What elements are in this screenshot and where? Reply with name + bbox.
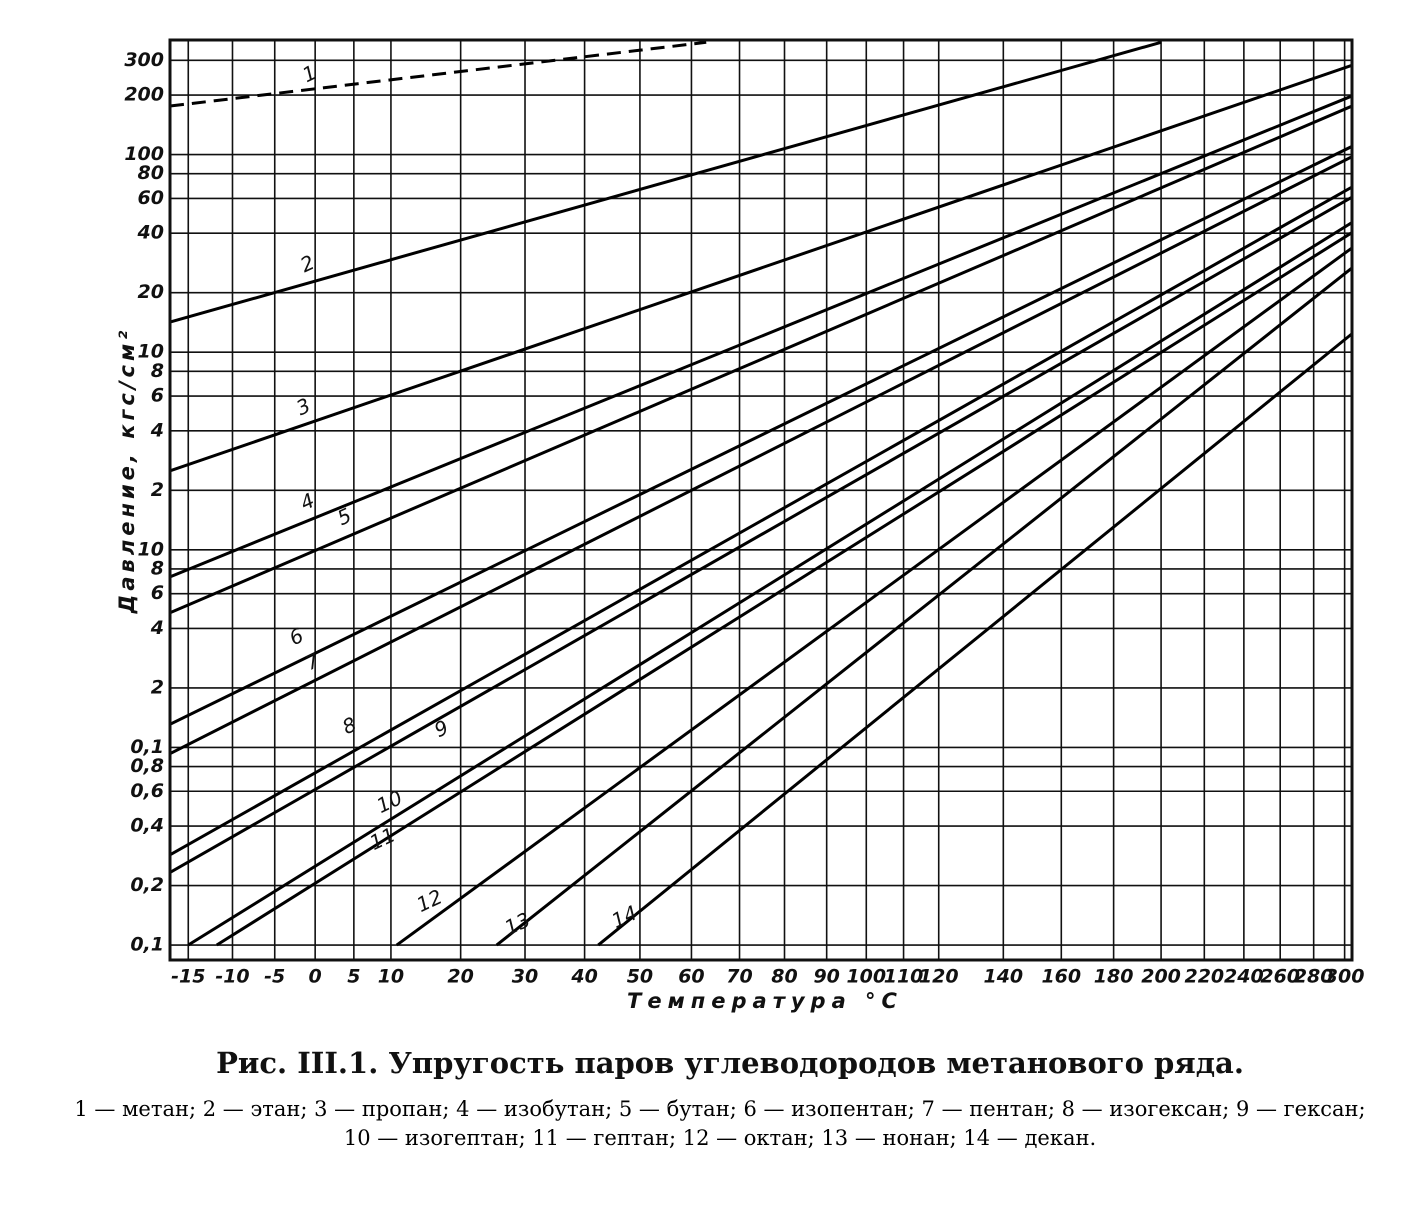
series-line: [170, 104, 1352, 615]
x-tick-label: 40: [570, 966, 597, 988]
y-tick-label: 80: [138, 162, 164, 184]
y-tick-label: 2: [151, 479, 164, 501]
series-label: 14: [608, 900, 641, 933]
y-tick-label: 0,6: [130, 780, 164, 802]
plot-frame: [168, 38, 1354, 962]
x-tick-label: 280: [1294, 966, 1334, 988]
x-tick-label: 120: [919, 966, 959, 988]
series-line: [170, 94, 1352, 579]
x-tick-label: 200: [1141, 966, 1181, 988]
series-label: 8: [339, 712, 361, 739]
x-tick-label: 110: [884, 966, 924, 988]
y-tick-label: 0,8: [130, 755, 164, 777]
x-tick-label: 50: [627, 966, 653, 988]
y-tick-label: 10: [138, 341, 164, 363]
series-line: [170, 185, 1352, 857]
series-label: 6: [286, 623, 308, 650]
series-line: [170, 155, 1352, 755]
series-line: [597, 332, 1352, 947]
x-tick-label: 20: [447, 966, 473, 988]
series-line: [170, 145, 1352, 726]
series-line: [170, 195, 1352, 874]
x-tick-label: 220: [1184, 966, 1224, 988]
y-tick-label: 2: [151, 676, 164, 698]
y-tick-label: 300: [124, 49, 164, 71]
series-line: [170, 63, 1352, 473]
x-tick-label: 300: [1325, 966, 1365, 988]
lines: [170, 40, 1352, 947]
y-tick-label: 8: [151, 360, 164, 382]
y-tick-label: 6: [151, 582, 164, 604]
y-tick-label: 0,1: [130, 736, 164, 758]
x-tick-label: 100: [846, 966, 886, 988]
x-tick-label: 90: [813, 966, 839, 988]
x-axis-label: Температура °C: [627, 989, 903, 1013]
grid: [170, 40, 1352, 960]
series-label: 13: [501, 907, 534, 940]
y-tick-label: 0,1: [130, 934, 164, 956]
x-tick-label: -10: [215, 966, 249, 988]
y-tick-label: 100: [124, 143, 164, 165]
caption-box: 1 — метан; 2 — этан; 3 — пропан; 4 — изо…: [74, 1097, 1366, 1150]
x-tick-label: 140: [983, 966, 1023, 988]
x-tick-label: -5: [264, 966, 285, 988]
y-tick-label: 0,2: [130, 874, 164, 896]
series-line: [187, 221, 1352, 947]
y-tick-label: 0,4: [130, 815, 164, 837]
y-tick-label: 10: [138, 538, 164, 560]
series-line: [170, 40, 707, 108]
series-line: [395, 246, 1352, 947]
series-line: [216, 231, 1352, 947]
x-tick-label: 160: [1041, 966, 1081, 988]
y-tick-label: 200: [124, 84, 164, 106]
y-axis-label: Давление, кгс/см²: [115, 327, 139, 615]
x-tick-label: 60: [678, 966, 704, 988]
y-tick-label: 6: [151, 385, 164, 407]
x-tick-label: 80: [771, 966, 797, 988]
x-tick-label: 180: [1094, 966, 1134, 988]
x-tick-label: 0: [309, 966, 322, 988]
x-tick-label: 10: [378, 966, 404, 988]
x-tick-label: 70: [726, 966, 752, 988]
x-tick-label: 5: [347, 966, 360, 988]
series-line: [495, 266, 1352, 947]
y-tick-label: 4: [150, 419, 164, 441]
y-tick-label: 8: [151, 557, 164, 579]
y-tick-label: 40: [137, 222, 164, 244]
y-tick-label: 4: [150, 617, 164, 639]
figure-title: Рис. III.1. Упругость паров углеводородо…: [216, 1046, 1244, 1080]
series-line: [170, 40, 1162, 324]
series-label: 3: [293, 393, 315, 420]
x-tick-label: 260: [1260, 966, 1300, 988]
x-tick-label: 240: [1224, 966, 1264, 988]
x-tick-label: -15: [171, 966, 205, 988]
caption: 1 — метан; 2 — этан; 3 — пропан; 4 — изо…: [74, 1097, 1366, 1150]
series-label: 1: [299, 60, 321, 87]
y-tick-label: 60: [138, 187, 164, 209]
x-tick-label: 30: [512, 966, 538, 988]
series-label: 5: [334, 503, 356, 530]
series-label: 9: [431, 715, 453, 742]
y-tick-label: 20: [138, 281, 164, 303]
